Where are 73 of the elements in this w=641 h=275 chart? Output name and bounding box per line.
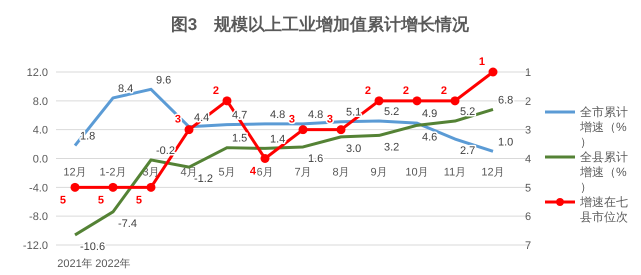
data-label: 2: [212, 84, 219, 97]
y-tick-label: 12.0: [26, 67, 48, 79]
y2-tick-label: 5: [524, 182, 532, 194]
data-label: -1.2: [194, 173, 213, 186]
y2-tick-label: 3: [524, 124, 532, 137]
legend-label: 全市累计增速（%）: [579, 105, 628, 149]
data-label: 2: [402, 84, 409, 97]
y-tick-label: -8.0: [29, 211, 48, 224]
legend-label: 增速在七县市位次: [579, 195, 628, 224]
x-tick-label: 9月: [370, 166, 388, 178]
y2-tick-label: 4: [524, 154, 532, 166]
data-label: 3.0: [346, 142, 362, 155]
data-label: -10.6: [80, 240, 106, 253]
text: 2022年: [95, 258, 131, 270]
x-tick-label: 6月: [256, 166, 274, 178]
data-label: -0.2: [156, 144, 175, 157]
data-label: 5.2: [384, 106, 400, 118]
point: [298, 125, 308, 134]
data-label: 8.4: [118, 82, 134, 95]
y2-tick-label: 2: [524, 96, 532, 108]
point: [108, 182, 118, 192]
data-label: 1.0: [498, 136, 514, 148]
y-tick-label: -4.0: [29, 182, 48, 194]
x-tick-label: 11月: [444, 166, 466, 178]
y-tick-label: 8.0: [32, 96, 48, 108]
data-label: 1: [478, 56, 485, 68]
point: [412, 96, 422, 106]
x-tick-label: 7月: [294, 166, 312, 178]
y2-tick-label: 7: [524, 240, 532, 252]
y-tick-label: -12.0: [22, 240, 48, 252]
point: [70, 182, 80, 192]
x-tick-label: 1-2月: [100, 166, 126, 178]
x-tick-label: 12月: [63, 166, 87, 178]
data-label: 5: [98, 194, 104, 206]
y-tick-label: 4.0: [32, 124, 48, 137]
data-label: 9.6: [156, 74, 172, 86]
data-label: 4.9: [422, 108, 438, 120]
data-label: 3: [174, 114, 181, 126]
y-tick-label: 0.0: [32, 154, 48, 166]
y2-tick-label: 1: [524, 67, 532, 79]
point: [488, 68, 498, 76]
data-label: 5.2: [460, 106, 476, 118]
x-tick-label: 10月: [405, 166, 429, 178]
data-label: 1.6: [308, 152, 324, 165]
data-label: 5.1: [346, 106, 362, 119]
data-label: 5: [60, 194, 66, 206]
x-tick-label: 12月: [481, 166, 505, 178]
point: [260, 154, 270, 163]
point: [450, 96, 460, 106]
data-label: 1.5: [232, 132, 248, 145]
point: [222, 96, 232, 106]
data-label: 2: [440, 84, 447, 97]
data-label: 1.4: [270, 133, 286, 146]
data-label: -7.4: [118, 218, 137, 230]
data-label: 4: [250, 166, 257, 178]
point: [374, 96, 384, 106]
point: [336, 125, 346, 134]
chart-title: 图3 规模以上工业增加值累计增长情况: [170, 15, 470, 34]
data-label: 4.8: [270, 108, 286, 121]
data-label: 3.2: [384, 141, 400, 154]
point: [184, 125, 194, 134]
data-label: 4.8: [308, 108, 324, 121]
x-tick-label: 8月: [332, 166, 350, 178]
data-label: 6.8: [498, 94, 514, 106]
data-label: 2: [364, 84, 371, 97]
point: [146, 182, 156, 192]
x-tick-label: 5月: [218, 166, 236, 178]
data-label: 5: [136, 194, 142, 206]
legend-label: 全县累计增速（%）: [579, 150, 628, 194]
data-label: 4.6: [422, 131, 438, 144]
data-label: 2.7: [460, 145, 476, 158]
y2-tick-label: 6: [524, 211, 532, 224]
text: 2021年: [57, 258, 93, 270]
